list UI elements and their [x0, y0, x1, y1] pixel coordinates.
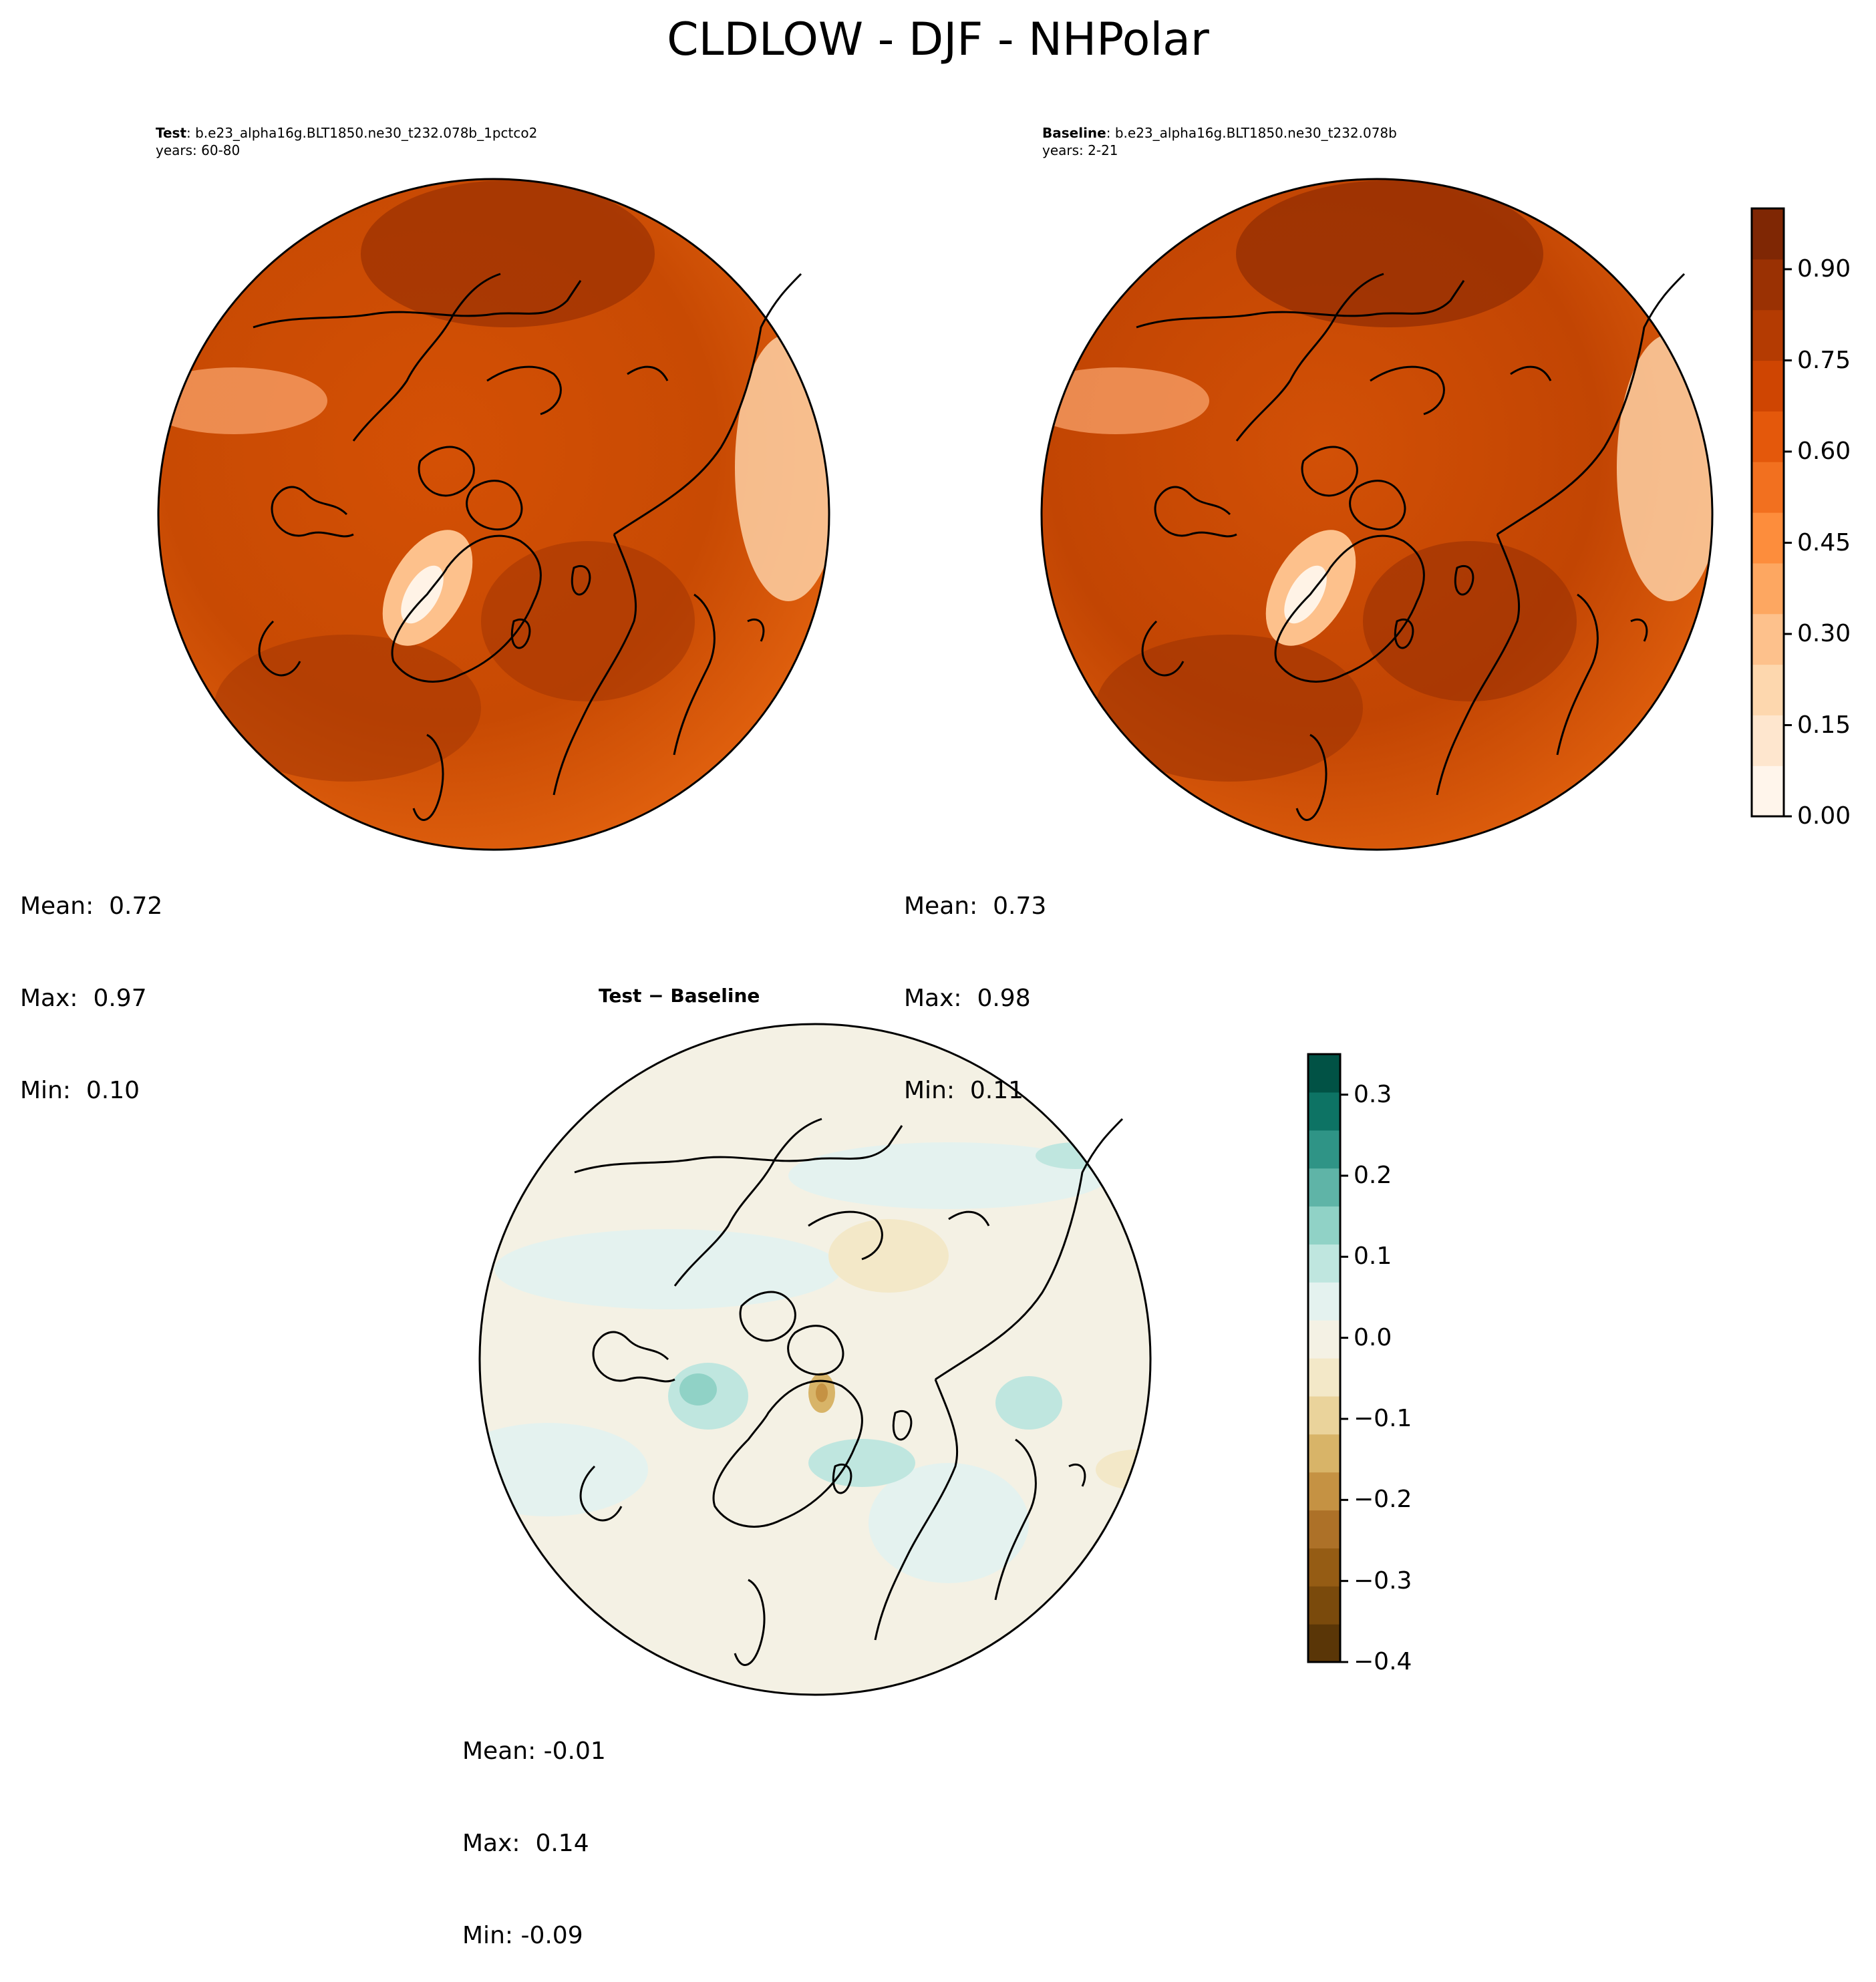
baseline-stats: Mean: 0.73 Max: 0.98 Min: 0.11	[904, 830, 1046, 1137]
test-case-name: : b.e23_alpha16g.BLT1850.ne30_t232.078b_…	[186, 125, 538, 141]
test-years: years: 60-80	[156, 142, 241, 158]
colorbar-segment	[1308, 1548, 1340, 1587]
baseline-case-name: : b.e23_alpha16g.BLT1850.ne30_t232.078b	[1106, 125, 1397, 141]
figure-canvas	[157, 178, 1792, 1696]
colorbar-segment	[1308, 1168, 1340, 1207]
baseline-max: Max: 0.98	[904, 985, 1031, 1012]
test-min: Min: 0.10	[20, 1077, 140, 1104]
colorbar-segment	[1752, 715, 1784, 766]
colorbar-tick-label: −0.2	[1354, 1486, 1412, 1514]
colorbar-segment	[1752, 208, 1784, 260]
difference-stats: Mean: -0.01 Max: 0.14 Min: -0.09	[462, 1675, 606, 1982]
colorbar-segment	[1308, 1282, 1340, 1321]
field-colorbar	[1750, 207, 1792, 818]
colorbar-segment	[1752, 411, 1784, 462]
colorbar-segment	[1308, 1054, 1340, 1093]
colorbar-segment	[1752, 259, 1784, 311]
colorbar-tick-label: 0.2	[1354, 1162, 1392, 1189]
colorbar-segment	[1308, 1624, 1340, 1663]
baseline-min: Min: 0.11	[904, 1077, 1024, 1104]
colorbar-segment	[1308, 1586, 1340, 1625]
colorbar-segment	[1308, 1472, 1340, 1511]
colorbar-frame	[1307, 1053, 1342, 1663]
colorbar-segment	[1308, 1320, 1340, 1359]
colorbar-tick-label: 0.60	[1797, 438, 1851, 465]
test-stats: Mean: 0.72 Max: 0.97 Min: 0.10	[20, 830, 162, 1137]
difference-mean: Mean: -0.01	[462, 1738, 606, 1765]
colorbar-segment	[1752, 512, 1784, 564]
colorbar-tick-label: 0.00	[1797, 802, 1851, 830]
colorbar-segment	[1752, 562, 1784, 615]
colorbar-segment	[1308, 1358, 1340, 1397]
colorbar-segment	[1308, 1092, 1340, 1131]
colorbar-tick-label: 0.30	[1797, 620, 1851, 647]
colorbar-tick-label: −0.1	[1354, 1405, 1412, 1432]
colorbar-segment	[1308, 1510, 1340, 1548]
colorbar-tick-label: −0.3	[1354, 1566, 1412, 1595]
colorbar-tick-label: 0.45	[1797, 528, 1851, 556]
colorbar-tick-label: 0.15	[1797, 711, 1851, 739]
colorbar-segment	[1752, 309, 1784, 361]
colorbar-segment	[1308, 1206, 1340, 1245]
test-mean: Mean: 0.72	[20, 892, 163, 920]
colorbar-segment	[1752, 664, 1784, 715]
test-max: Max: 0.97	[20, 985, 147, 1012]
colorbar-segment	[1752, 360, 1784, 411]
baseline-years: years: 2-21	[1042, 142, 1118, 158]
test-map	[157, 178, 830, 851]
colorbar-segment	[1752, 766, 1784, 817]
colorbar-tick-label: −0.4	[1354, 1648, 1412, 1675]
colorbar-tick-label: 0.3	[1354, 1080, 1392, 1108]
colorbar-segment	[1308, 1130, 1340, 1169]
baseline-label: Baseline	[1042, 125, 1106, 141]
difference-map	[478, 1023, 1152, 1696]
baseline-map	[1040, 178, 1714, 851]
colorbar-tick-label: 0.75	[1797, 346, 1851, 374]
colorbar-tick-label: 0.90	[1797, 255, 1851, 283]
test-label: Test	[156, 125, 187, 141]
baseline-mean: Mean: 0.73	[904, 892, 1047, 920]
colorbar-tick-label: 0.1	[1354, 1243, 1392, 1271]
colorbar-tick-label: 0.0	[1354, 1323, 1392, 1351]
colorbar-frame	[1750, 207, 1785, 818]
colorbar-segment	[1308, 1434, 1340, 1473]
difference-panel-title: Test − Baseline	[599, 985, 760, 1007]
colorbar-segment	[1308, 1244, 1340, 1283]
colorbar-segment	[1308, 1395, 1340, 1435]
baseline-panel-title: Baseline: b.e23_alpha16g.BLT1850.ne30_t2…	[1042, 124, 1397, 159]
difference-colorbar	[1307, 1053, 1348, 1663]
difference-min: Min: -0.09	[462, 1922, 583, 1949]
colorbar-segment	[1752, 462, 1784, 513]
main-title: CLDLOW - DJF - NHPolar	[667, 13, 1209, 66]
colorbar-segment	[1752, 613, 1784, 665]
difference-max: Max: 0.14	[462, 1830, 589, 1857]
test-panel-title: Test: b.e23_alpha16g.BLT1850.ne30_t232.0…	[156, 124, 537, 159]
